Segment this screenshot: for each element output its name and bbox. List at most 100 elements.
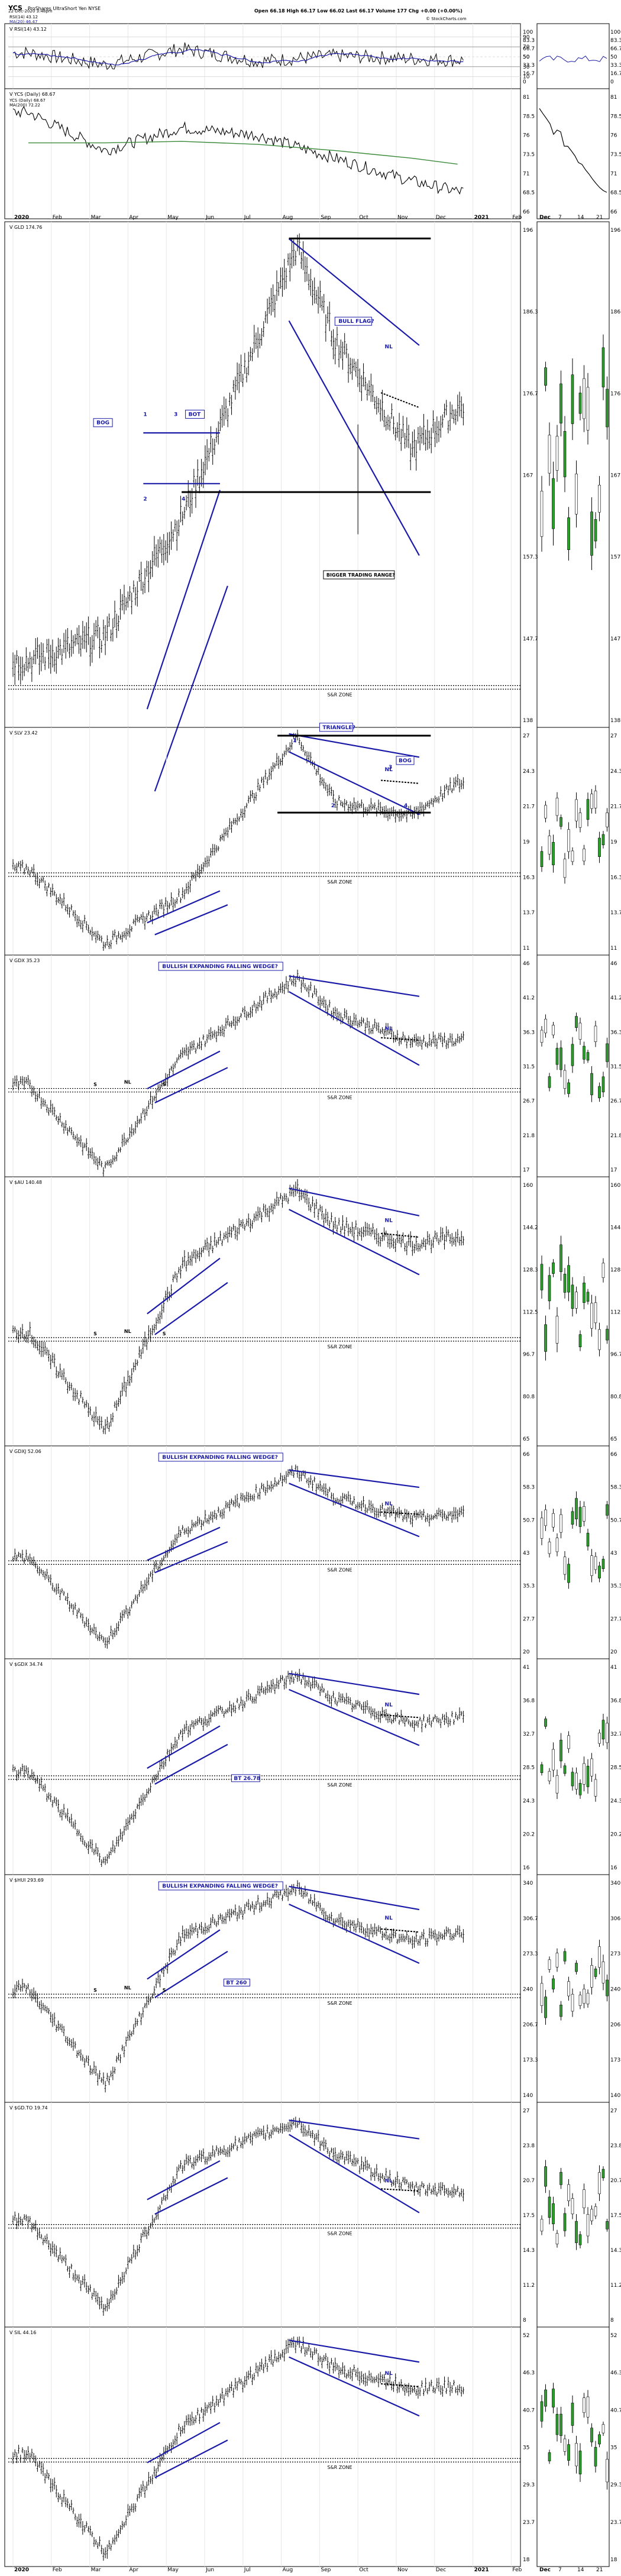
mini-candle-body bbox=[571, 374, 574, 424]
mini-candle-body bbox=[571, 1772, 574, 1787]
y-tick-label: 65 bbox=[523, 1436, 529, 1442]
mini-candle-body bbox=[575, 1292, 578, 1309]
mini-y-tick-label: 35.3 bbox=[610, 1584, 621, 1590]
mini-candle-body bbox=[540, 851, 544, 867]
y-tick-label: 58.3 bbox=[523, 1485, 535, 1491]
mini-candle-body bbox=[571, 1511, 574, 1525]
mini-y-tick-label: 31.5 bbox=[610, 1064, 621, 1070]
channel-lower-line bbox=[289, 1209, 420, 1276]
rsi-line bbox=[12, 42, 464, 70]
mini-candle-body bbox=[552, 1262, 555, 1274]
mini-candle-body bbox=[594, 791, 597, 808]
bull-flag-box bbox=[334, 316, 372, 326]
panel-shui: V $HUI 293.69 140 140 173.3 173.3 206.7 206.7 2… bbox=[4, 1874, 621, 2103]
mini-candle-body bbox=[540, 1517, 544, 1539]
mini-candle-body bbox=[548, 836, 551, 855]
mini-y-tick-label: 26.7 bbox=[610, 1099, 621, 1105]
panel-gld: V GLD 174.76 138 138 147.7 147.7 157.3 157.3 16… bbox=[4, 221, 621, 792]
panel-frame bbox=[4, 727, 521, 956]
flag-line bbox=[147, 1050, 221, 1090]
mini-candle-body bbox=[598, 1565, 601, 1579]
mini-candle-body bbox=[606, 389, 609, 428]
mini-y-tick-label: 21.8 bbox=[610, 1133, 621, 1139]
triangle-box bbox=[319, 723, 353, 732]
mini-panel-frame bbox=[536, 1445, 610, 1659]
mini-candle-body bbox=[552, 1749, 555, 1771]
y-tick-label: 306.7 bbox=[523, 1916, 538, 1922]
mini-candle-body bbox=[586, 799, 590, 820]
snr-zone-label: S&R ZONE bbox=[327, 1095, 352, 1101]
bull-flag-label: BULL FLAG? bbox=[338, 319, 374, 325]
flag-line bbox=[154, 904, 228, 936]
mini-candle-body bbox=[555, 798, 559, 816]
mini-candle-body bbox=[571, 1284, 574, 1309]
nl-label: NL bbox=[124, 1080, 131, 1085]
mini-candle-body bbox=[601, 1263, 605, 1278]
stockcharts-brand: © StockCharts.com bbox=[426, 17, 467, 21]
ycs-ma200-line bbox=[28, 141, 458, 165]
bot-label: BOT bbox=[189, 412, 202, 418]
mini-candle-body bbox=[590, 794, 593, 809]
pattern-point-label: 1 bbox=[293, 738, 296, 744]
bigger-range-box bbox=[323, 570, 395, 580]
y-tick-label: 100 bbox=[523, 30, 533, 35]
flag-line bbox=[154, 1541, 228, 1574]
mini-y-tick-label: 68.5 bbox=[610, 190, 621, 196]
ycs-price-line bbox=[12, 106, 464, 195]
y-tick-label: 13.7 bbox=[523, 910, 535, 916]
y-tick-label: 76 bbox=[523, 133, 530, 139]
y-tick-label: 41 bbox=[523, 1665, 529, 1671]
mini-candle-body bbox=[601, 1076, 605, 1092]
pattern-point-label: 2 bbox=[331, 803, 335, 809]
panel-title: V $GDX 34.74 bbox=[9, 1662, 43, 1667]
shoulder-label: S bbox=[163, 1331, 166, 1336]
mini-y-tick-label: 100 bbox=[610, 30, 620, 35]
mini-y-tick-label: 71 bbox=[610, 171, 617, 177]
mini-candle-body bbox=[598, 484, 601, 513]
mini-y-tick-label: 16.3 bbox=[610, 875, 621, 881]
mini-y-tick-label: 16 bbox=[610, 1865, 617, 1871]
mini-y-tick-label: 96.7 bbox=[610, 1352, 621, 1358]
panel-frame bbox=[4, 221, 521, 728]
mini-candle-body bbox=[583, 1506, 586, 1522]
y-tick-label: 206.7 bbox=[523, 2022, 538, 2028]
mini-candle-body bbox=[583, 1763, 586, 1785]
mini-candle-body bbox=[575, 1498, 578, 1520]
mini-y-tick-label: 32.7 bbox=[610, 1732, 621, 1737]
mini-candle-body bbox=[552, 1513, 555, 1528]
flag-line bbox=[147, 1257, 221, 1315]
panel-frame bbox=[4, 954, 521, 1177]
y-tick-label: 273.3 bbox=[523, 1952, 538, 1957]
mini-y-tick-label: 20.2 bbox=[610, 1832, 621, 1838]
mini-y-tick-label: 11 bbox=[610, 946, 617, 952]
flag-line bbox=[147, 1526, 221, 1561]
mini-y-tick-label: 66 bbox=[610, 1452, 617, 1458]
flag-line bbox=[154, 1743, 228, 1785]
mini-candle-body bbox=[594, 519, 597, 542]
channel-upper-line bbox=[289, 733, 420, 758]
flag-line bbox=[147, 1725, 221, 1769]
mini-candle-body bbox=[555, 436, 559, 471]
panel-rsi: V RSI(14) 43.12 0 0 16.7 16.7 33.3 33.3 50 50 66.… bbox=[4, 23, 621, 89]
y-tick-label: 66.7 bbox=[523, 46, 535, 52]
panel-sau: V $AU 140.48 65 65 80.8 80.8 96.7 96.7 112.5 112… bbox=[4, 1176, 621, 1446]
mini-y-tick-label: 43 bbox=[610, 1551, 617, 1556]
y-tick-label: 140 bbox=[523, 2093, 533, 2099]
shoulder-label: S bbox=[163, 1082, 166, 1088]
mini-candle-body bbox=[559, 1244, 562, 1272]
nl-label: NL bbox=[385, 1218, 393, 1224]
snr-zone-label: S&R ZONE bbox=[327, 692, 352, 697]
mini-candle-body bbox=[575, 1016, 578, 1028]
ycs-ma-label: MA(200) 72.22 bbox=[9, 103, 40, 108]
snr-zone-label: S&R ZONE bbox=[327, 879, 352, 885]
y-tick-label: 173.3 bbox=[523, 2057, 538, 2063]
snr-zone-label: S&R ZONE bbox=[327, 1567, 352, 1572]
y-tick-label: 81 bbox=[523, 95, 529, 101]
y-tick-label: 33.3 bbox=[523, 63, 535, 69]
mini-y-tick-label: 36.8 bbox=[610, 1698, 621, 1704]
y-tick-label: 73.5 bbox=[523, 152, 535, 158]
mini-candle-body bbox=[571, 1044, 574, 1066]
mini-candle-body bbox=[540, 491, 544, 537]
mini-candle-body bbox=[559, 1740, 562, 1762]
y-tick-label: 138 bbox=[523, 718, 533, 724]
